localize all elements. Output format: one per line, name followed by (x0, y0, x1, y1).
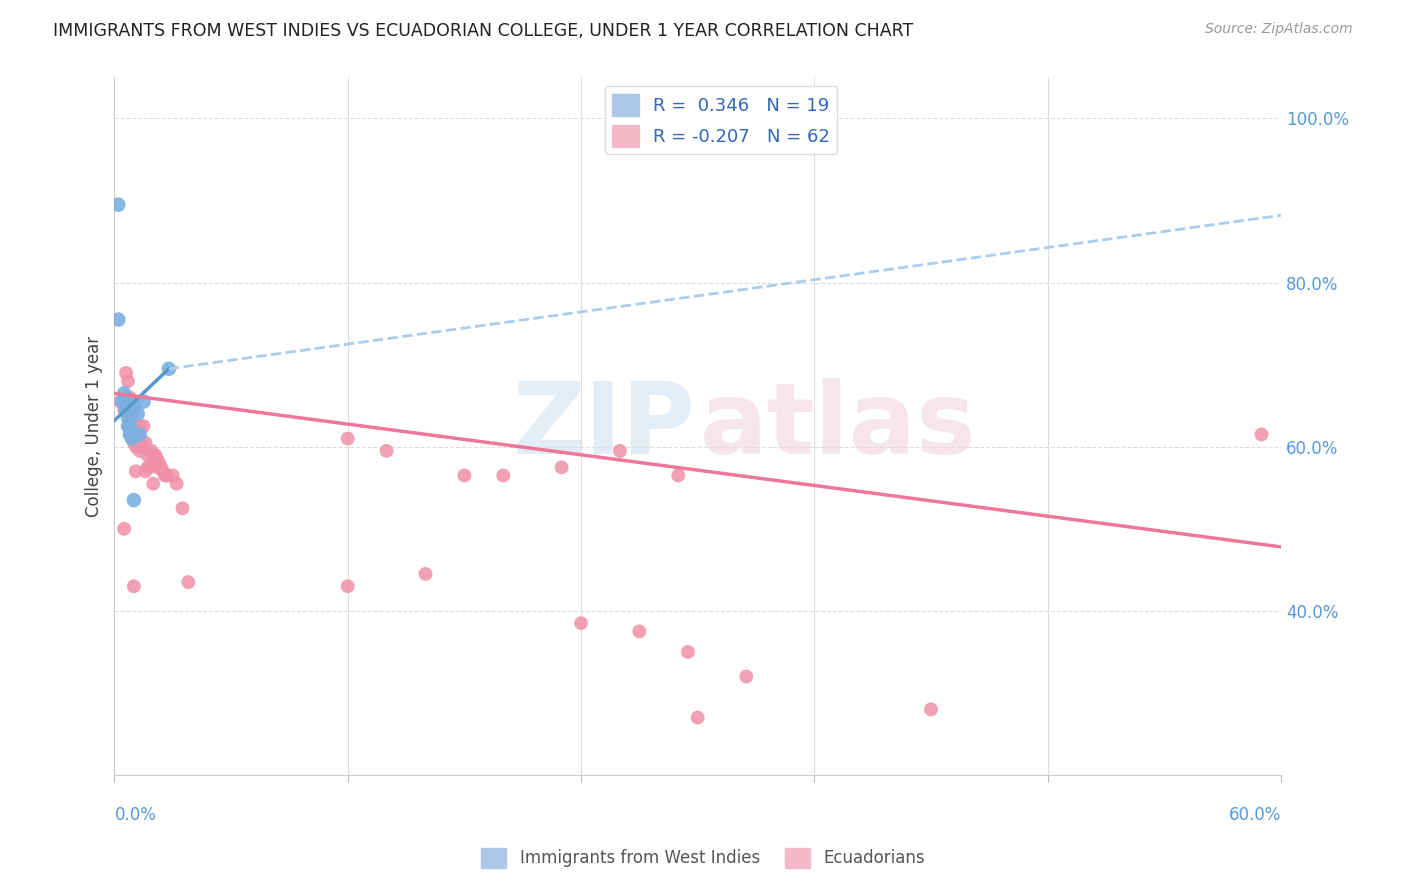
Point (735, 669, 758, 683)
Y-axis label: College, Under 1 year: College, Under 1 year (86, 335, 103, 516)
Point (107, 197, 129, 211)
Point (128, 443, 150, 458)
Point (134, 435, 156, 450)
Point (111, 394, 134, 409)
Point (107, 312, 129, 326)
Text: 60.0%: 60.0% (1229, 806, 1281, 824)
Point (609, 443, 631, 458)
Point (132, 440, 155, 454)
Text: ZIP: ZIP (513, 377, 696, 475)
Point (122, 493, 145, 508)
Point (127, 435, 149, 450)
Text: atlas: atlas (699, 377, 976, 475)
Point (1250, 427, 1272, 442)
Point (157, 361, 180, 376)
Point (121, 407, 143, 421)
Point (142, 448, 165, 462)
Point (138, 460, 160, 475)
Point (172, 501, 194, 516)
Point (150, 460, 173, 475)
Point (121, 411, 143, 425)
Point (125, 440, 148, 454)
Point (112, 394, 135, 409)
Point (146, 460, 169, 475)
Point (117, 374, 139, 388)
Point (336, 432, 359, 446)
Point (134, 464, 156, 478)
Point (375, 443, 398, 458)
Point (177, 575, 200, 590)
Point (115, 366, 138, 380)
Point (115, 391, 138, 405)
Point (453, 468, 475, 483)
Point (569, 616, 592, 631)
Point (136, 448, 159, 462)
Point (112, 386, 135, 401)
Text: 0.0%: 0.0% (114, 806, 156, 824)
Point (118, 427, 141, 442)
Point (127, 432, 149, 446)
Point (118, 391, 141, 405)
Legend: R =  0.346   N = 19, R = -0.207   N = 62: R = 0.346 N = 19, R = -0.207 N = 62 (605, 87, 838, 154)
Point (128, 427, 150, 442)
Legend: Immigrants from West Indies, Ecuadorians: Immigrants from West Indies, Ecuadorians (475, 841, 931, 875)
Point (121, 432, 143, 446)
Text: IMMIGRANTS FROM WEST INDIES VS ECUADORIAN COLLEGE, UNDER 1 YEAR CORRELATION CHAR: IMMIGRANTS FROM WEST INDIES VS ECUADORIA… (53, 22, 914, 40)
Point (492, 468, 515, 483)
Point (143, 448, 166, 462)
Point (686, 710, 709, 724)
Point (153, 468, 176, 483)
Point (131, 440, 153, 454)
Point (132, 394, 155, 409)
Point (142, 476, 165, 491)
Point (110, 394, 132, 409)
Point (122, 579, 145, 593)
Point (676, 645, 699, 659)
Point (156, 468, 179, 483)
Point (118, 419, 141, 434)
Point (152, 464, 174, 478)
Point (550, 460, 572, 475)
Point (122, 394, 145, 409)
Point (628, 624, 651, 639)
Point (115, 394, 138, 409)
Point (162, 468, 184, 483)
Point (336, 579, 359, 593)
Point (117, 411, 139, 425)
Point (118, 427, 141, 442)
Point (115, 402, 138, 417)
Point (141, 443, 163, 458)
Point (148, 456, 170, 470)
Point (136, 460, 159, 475)
Point (415, 566, 437, 581)
Point (122, 399, 145, 413)
Text: Source: ZipAtlas.com: Source: ZipAtlas.com (1205, 22, 1353, 37)
Point (117, 419, 139, 434)
Point (128, 419, 150, 434)
Point (132, 419, 155, 434)
Point (146, 452, 169, 467)
Point (166, 476, 188, 491)
Point (112, 402, 135, 417)
Point (127, 407, 149, 421)
Point (112, 522, 135, 536)
Point (666, 468, 689, 483)
Point (125, 464, 148, 478)
Point (920, 702, 942, 716)
Point (122, 435, 145, 450)
